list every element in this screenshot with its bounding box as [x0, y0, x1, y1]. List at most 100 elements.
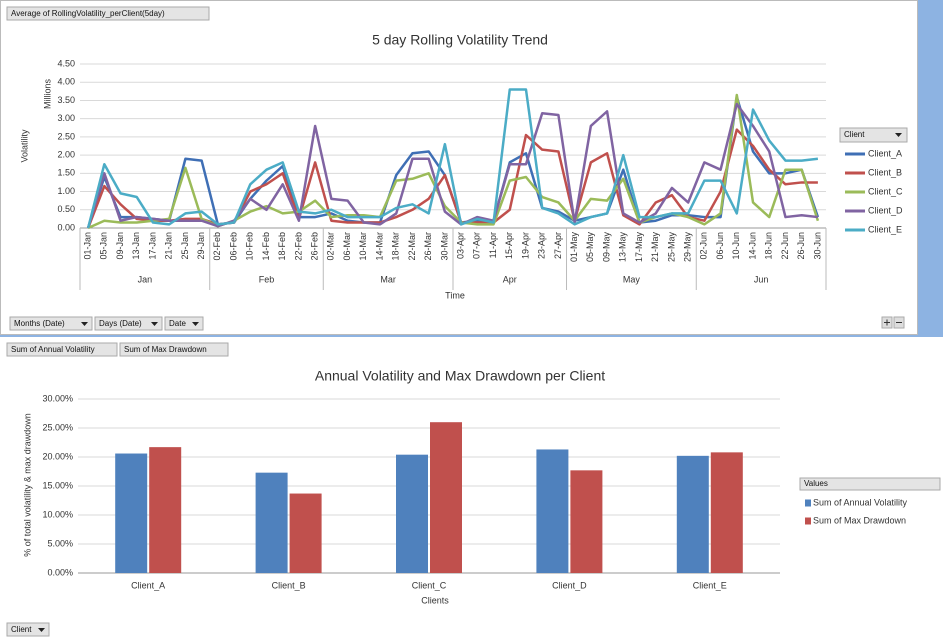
x-tick-label: 18-Feb	[277, 232, 287, 261]
x-tick-label: 29-Jan	[196, 232, 206, 260]
line-chart-panel	[0, 0, 918, 335]
dropdown-arrow[interactable]	[38, 628, 45, 632]
y-tick-label: 3.50	[57, 95, 75, 105]
y-tick-label: 2.50	[57, 131, 75, 141]
legend-label: Client_A	[868, 148, 902, 158]
x-tick-label: Client_A	[131, 580, 165, 590]
field-button[interactable]	[9, 316, 93, 331]
x-tick-label: 05-May	[585, 232, 595, 263]
bar	[115, 453, 148, 573]
y-tick-label: 0.50	[57, 204, 75, 214]
field-button-label: Months (Date)	[14, 319, 65, 328]
legend-title: Client	[844, 130, 865, 139]
bar	[289, 493, 322, 573]
x-tick-label: 06-Feb	[228, 232, 238, 261]
x-tick-label: 14-Mar	[374, 232, 384, 261]
x-tick-label: 14-Jun	[747, 232, 757, 260]
legend-label: Client_B	[868, 167, 902, 177]
bar	[676, 455, 709, 573]
x-tick-label: 27-Apr	[553, 232, 563, 259]
x-tick-label: 03-Apr	[455, 232, 465, 259]
field-button[interactable]	[6, 6, 210, 21]
dropdown-arrow[interactable]	[192, 322, 199, 326]
legend-title: Values	[804, 479, 828, 488]
x-tick-label: 13-May	[618, 232, 628, 263]
y-tick-label: 1.50	[57, 168, 75, 178]
x-tick-label: 10-Mar	[358, 232, 368, 261]
y-tick-label: 10.00%	[42, 509, 73, 519]
x-tick-label: 02-Jun	[699, 232, 709, 260]
x-tick-label: Client_B	[272, 580, 306, 590]
bar	[430, 422, 462, 573]
y-tick-label: 5.00%	[47, 538, 73, 548]
x-group-label: Jun	[754, 274, 769, 284]
bar	[396, 454, 428, 573]
zoom-buttons[interactable]	[881, 316, 905, 329]
y-tick-label: 4.00	[57, 77, 75, 87]
x-tick-label: 26-Feb	[310, 232, 320, 261]
x-tick-label: 23-Apr	[537, 232, 547, 259]
bar	[536, 449, 569, 573]
field-button-label: Client	[11, 625, 32, 634]
x-tick-label: 05-Jan	[99, 232, 109, 260]
x-tick-label: 14-Feb	[261, 232, 271, 261]
bar	[255, 472, 288, 573]
y-axis-unit: Millions	[42, 79, 52, 110]
x-tick-label: 17-Jan	[147, 232, 157, 260]
y-tick-label: 25.00%	[42, 422, 73, 432]
legend-label: Sum of Annual Volatility	[813, 497, 908, 507]
bar	[710, 452, 743, 573]
x-tick-label: Client_E	[693, 580, 727, 590]
field-button[interactable]	[119, 342, 229, 357]
x-tick-label: 22-Mar	[407, 232, 417, 261]
field-button-label: Days (Date)	[99, 319, 142, 328]
x-tick-label: 15-Apr	[504, 232, 514, 259]
legend-label: Client_D	[868, 205, 903, 215]
x-tick-label: 22-Jun	[780, 232, 790, 260]
y-tick-label: 0.00	[57, 222, 75, 232]
dropdown-arrow[interactable]	[81, 322, 88, 326]
y-tick-label: 2.00	[57, 149, 75, 159]
x-tick-label: 13-Jan	[131, 232, 141, 260]
x-tick-label: 21-Jan	[164, 232, 174, 260]
legend-label: Sum of Max Drawdown	[813, 515, 906, 525]
series-line	[86, 88, 819, 229]
x-group-label: Jan	[138, 274, 153, 284]
field-button-label: Sum of Annual Volatility	[11, 345, 95, 354]
legend-label: Client_C	[868, 186, 903, 196]
x-tick-label: 09-May	[601, 232, 611, 263]
x-tick-label: 29-May	[683, 232, 693, 263]
dropdown-arrow[interactable]	[895, 133, 902, 137]
legend-title-button[interactable]	[839, 127, 908, 143]
x-tick-label: 22-Feb	[293, 232, 303, 261]
field-button-label: Average of RollingVolatility_perClient(5…	[11, 9, 165, 18]
x-tick-label: 25-Jan	[180, 232, 190, 260]
plus-icon	[884, 319, 890, 326]
field-button[interactable]	[94, 316, 163, 331]
field-button[interactable]	[6, 342, 118, 357]
x-tick-label: 01-May	[569, 232, 579, 263]
x-tick-label: 06-Jun	[715, 232, 725, 260]
y-axis-title: Volatility	[19, 129, 29, 163]
x-tick-label: 02-Feb	[212, 232, 222, 261]
y-tick-label: 20.00%	[42, 451, 73, 461]
dropdown-arrow[interactable]	[151, 322, 158, 326]
x-tick-label: 18-Mar	[391, 232, 401, 261]
field-button[interactable]	[164, 316, 204, 331]
x-tick-label: 18-Jun	[764, 232, 774, 260]
field-button[interactable]	[6, 622, 50, 637]
bar	[570, 470, 603, 573]
x-group-label: Feb	[259, 274, 275, 284]
y-tick-label: 4.50	[57, 58, 75, 68]
legend-swatch	[805, 517, 811, 525]
chart-title: 5 day Rolling Volatility Trend	[372, 32, 548, 48]
field-button-label: Date	[169, 319, 186, 328]
y-tick-label: 30.00%	[42, 393, 73, 403]
x-tick-label: 01-Jan	[82, 232, 92, 260]
x-tick-label: 10-Feb	[245, 232, 255, 261]
x-tick-label: Client_D	[552, 580, 587, 590]
y-tick-label: 0.00%	[47, 567, 73, 577]
x-tick-label: 06-Mar	[342, 232, 352, 261]
x-tick-label: 26-Jun	[796, 232, 806, 260]
